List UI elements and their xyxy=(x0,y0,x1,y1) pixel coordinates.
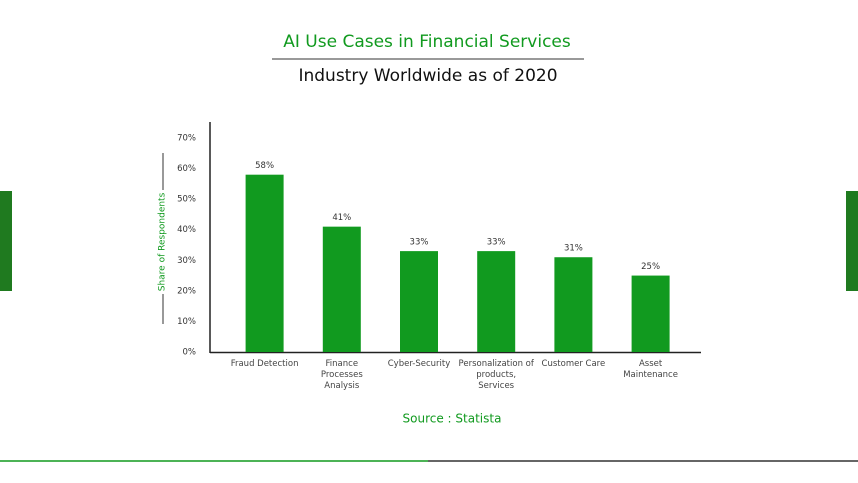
bar xyxy=(400,251,438,352)
value-label: 58% xyxy=(255,161,274,171)
chart-subtitle: Industry Worldwide as of 2020 xyxy=(298,66,557,86)
value-label: 41% xyxy=(332,213,351,223)
value-label: 31% xyxy=(564,244,583,254)
value-label: 25% xyxy=(641,262,660,272)
y-tick-label: 20% xyxy=(177,286,196,296)
y-tick-label: 30% xyxy=(177,256,196,266)
decor-left xyxy=(0,191,12,291)
bar xyxy=(631,275,670,352)
chart-title: AI Use Cases in Financial Services xyxy=(283,32,571,52)
bar xyxy=(477,251,516,352)
source: Source : Statista xyxy=(403,412,502,426)
x-tick-label: Cyber-Security xyxy=(387,359,451,369)
bar xyxy=(554,257,593,352)
y-tick-label: 70% xyxy=(177,134,196,144)
value-label: 33% xyxy=(487,238,506,248)
y-tick-label: 50% xyxy=(177,195,196,205)
y-tick-label: 40% xyxy=(177,225,196,235)
decor-right xyxy=(846,191,858,291)
y-tick-label: 60% xyxy=(177,164,196,174)
y-axis-label: Share of Respondents xyxy=(158,192,168,291)
value-label: 33% xyxy=(410,238,429,248)
x-tick-label: Finance Processes Analysis xyxy=(320,359,363,391)
x-tick-label: Fraud Detection xyxy=(230,359,299,369)
x-tick-label: Asset Maintenance xyxy=(623,359,678,380)
bar xyxy=(322,226,361,352)
x-tick-label: Personalization of products, Services xyxy=(458,359,534,391)
bar xyxy=(245,174,284,352)
y-tick-label: 10% xyxy=(177,317,196,327)
x-tick-label: Customer Care xyxy=(541,359,606,369)
y-tick-label: 0% xyxy=(183,348,197,358)
